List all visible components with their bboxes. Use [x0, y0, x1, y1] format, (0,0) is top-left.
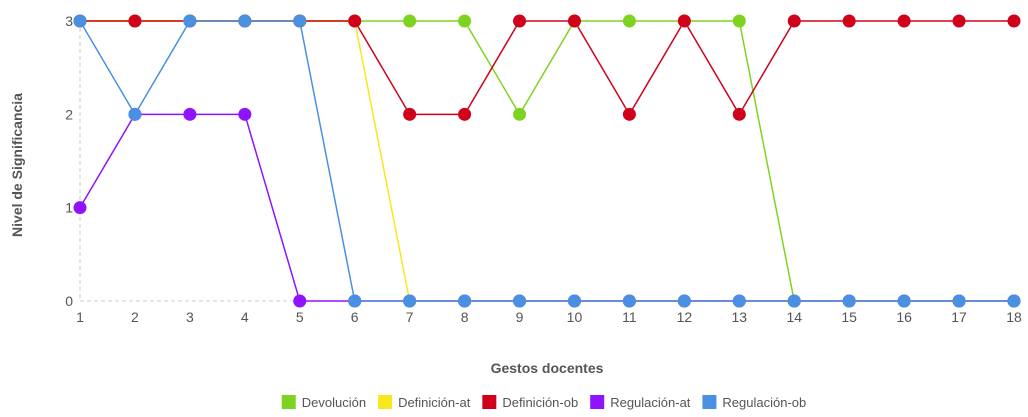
data-point: [952, 294, 966, 308]
x-tick-label: 2: [131, 309, 139, 325]
y-tick-label: 3: [65, 13, 73, 29]
legend-label: Definición-at: [398, 395, 471, 410]
y-tick-label: 2: [65, 106, 73, 122]
data-point: [128, 107, 142, 121]
x-tick-label: 10: [567, 309, 583, 325]
data-point: [73, 14, 87, 28]
data-point: [293, 294, 307, 308]
legend-swatch: [590, 395, 605, 409]
series-line: [80, 20, 1014, 302]
x-tick-label: 11: [622, 309, 637, 325]
data-point: [238, 14, 252, 28]
x-tick-label: 16: [896, 309, 912, 325]
legend-label: Definición-ob: [502, 395, 578, 410]
legend-swatch: [702, 395, 717, 409]
data-point: [73, 201, 87, 215]
legend: Devolución Definición-at Definición-ob Regu…: [281, 395, 806, 410]
data-point: [1007, 294, 1021, 308]
y-tick-label: 1: [65, 200, 73, 216]
legend-item: Devolución: [281, 395, 366, 410]
data-point: [458, 107, 472, 121]
legend-swatch: [378, 395, 393, 409]
x-tick-label: 18: [1006, 309, 1022, 325]
x-tick-label: 5: [296, 309, 304, 325]
data-point: [348, 294, 362, 308]
data-point: [622, 107, 636, 121]
data-point: [183, 107, 197, 121]
data-point: [732, 294, 746, 308]
data-point: [458, 14, 472, 28]
data-point: [458, 294, 472, 308]
series-lines: [79, 20, 1014, 302]
x-tick-label: 17: [951, 309, 967, 325]
data-point: [513, 14, 527, 28]
axes: [79, 21, 300, 302]
data-point: [732, 14, 746, 28]
data-point: [732, 107, 746, 121]
data-point: [567, 294, 581, 308]
data-point: [567, 14, 581, 28]
legend-item: Definición-ob: [482, 395, 578, 410]
data-point: [128, 14, 142, 28]
data-point: [513, 107, 527, 121]
legend-label: Devolución: [302, 395, 366, 410]
legend-label: Regulación-ob: [722, 395, 806, 410]
data-point: [513, 294, 527, 308]
series-line: [80, 20, 1014, 302]
data-point: [1007, 14, 1021, 28]
data-point: [622, 294, 636, 308]
series-line: [79, 20, 1014, 302]
data-point: [238, 107, 252, 121]
data-point: [348, 14, 362, 28]
data-point: [183, 14, 197, 28]
data-point: [677, 14, 691, 28]
x-axis-title: Gestos docentes: [491, 360, 604, 376]
y-tick-labels: 0 1 2 3: [65, 13, 73, 309]
x-tick-label: 15: [841, 309, 857, 325]
x-tick-label: 8: [461, 309, 469, 325]
x-tick-label: 9: [516, 309, 524, 325]
data-point: [897, 294, 911, 308]
data-point: [677, 294, 691, 308]
x-tick-label: 7: [406, 309, 414, 325]
data-point: [403, 107, 417, 121]
x-tick-label: 6: [351, 309, 359, 325]
x-tick-labels: 1 2 3 4 5 6 7 8 9 10 11 12 13 14 15 16 17 18: [76, 309, 1022, 325]
legend-item: Definición-at: [378, 395, 471, 410]
legend-label: Regulación-at: [610, 395, 691, 410]
series-points: [73, 14, 1021, 308]
x-tick-label: 13: [732, 309, 748, 325]
data-point: [952, 14, 966, 28]
y-tick-label: 0: [65, 293, 73, 309]
x-tick-label: 14: [786, 309, 802, 325]
data-point: [622, 14, 636, 28]
data-point: [897, 14, 911, 28]
series-line: [79, 113, 1014, 302]
x-tick-label: 12: [677, 309, 693, 325]
data-point: [787, 294, 801, 308]
data-point: [293, 14, 307, 28]
legend-item: Regulación-ob: [702, 395, 806, 410]
data-point: [842, 14, 856, 28]
data-point: [403, 14, 417, 28]
y-axis-title: Nivel de Significancia: [9, 93, 25, 237]
legend-item: Regulación-at: [590, 395, 691, 410]
x-tick-label: 3: [186, 309, 194, 325]
data-point: [787, 14, 801, 28]
legend-swatch: [281, 395, 296, 409]
x-tick-label: 1: [76, 309, 84, 325]
legend-swatch: [482, 395, 497, 409]
x-tick-label: 4: [241, 309, 249, 325]
data-point: [403, 294, 417, 308]
data-point: [842, 294, 856, 308]
